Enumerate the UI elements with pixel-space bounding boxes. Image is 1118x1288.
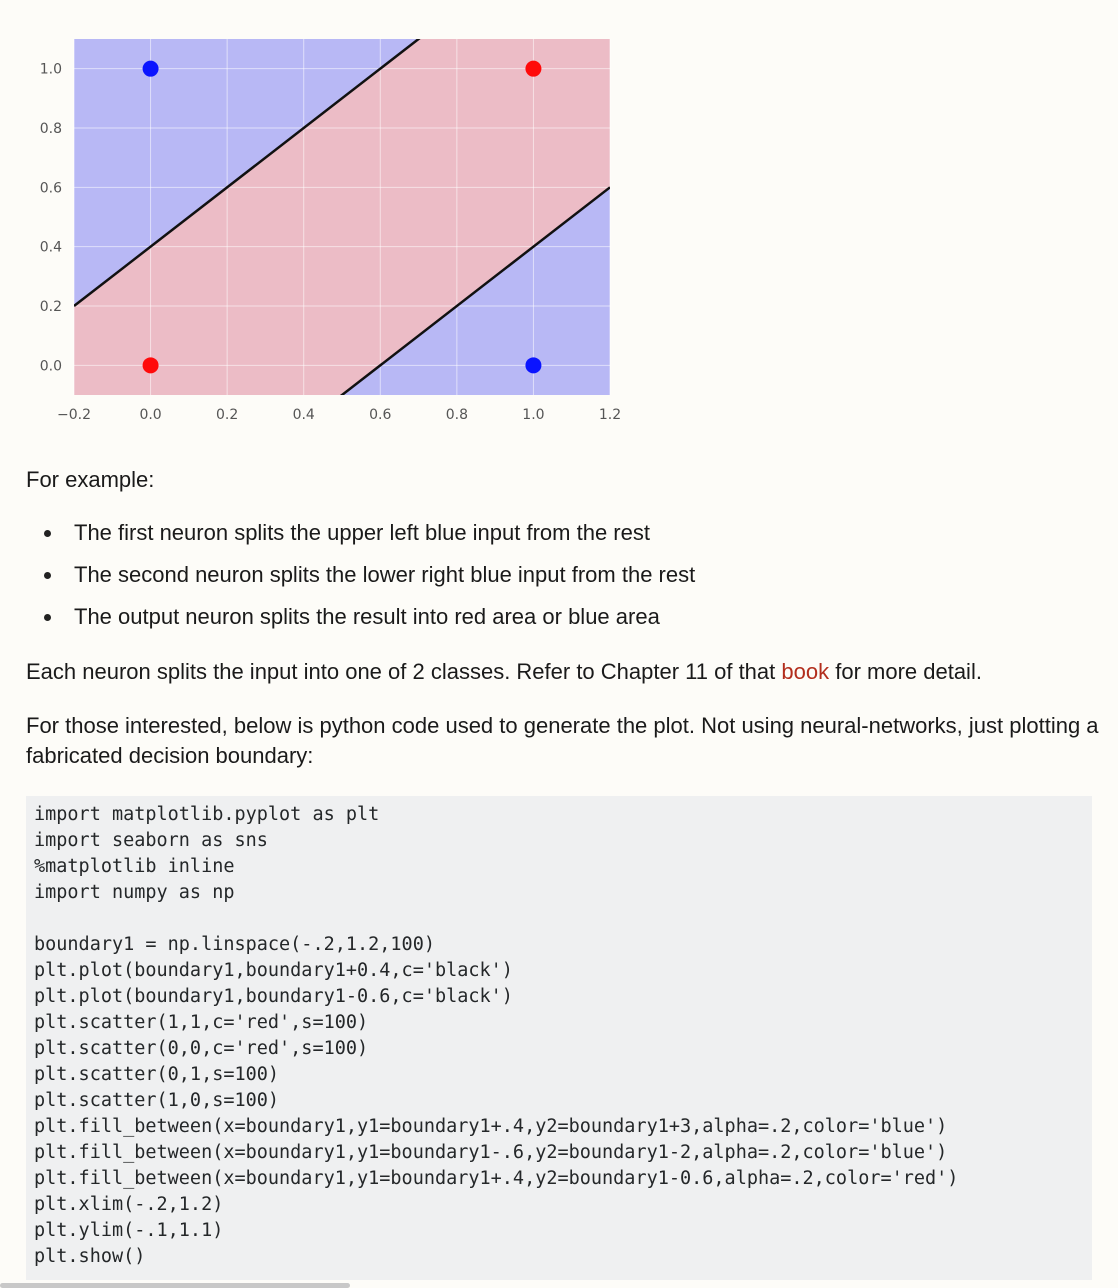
code-line bbox=[34, 906, 1084, 932]
x-tick-label: 1.0 bbox=[522, 407, 544, 423]
code-line: plt.ylim(-.1,1.1) bbox=[34, 1220, 224, 1241]
bullet-icon bbox=[44, 530, 51, 537]
decision-boundary-chart: −0.2 0.0 0.2 0.4 0.6 0.8 1.0 1.2 1.0 0.8 0.6 0.4 0.2… bbox=[0, 0, 660, 440]
horizontal-scrollbar[interactable] bbox=[0, 1283, 350, 1288]
y-tick-label: 0.4 bbox=[40, 240, 62, 256]
code-line: import numpy as np bbox=[34, 882, 235, 903]
code-line: plt.fill_between(x=boundary1,y1=boundary… bbox=[34, 1116, 948, 1137]
y-tick-label: 0.0 bbox=[40, 358, 62, 374]
x-tick-label: 1.2 bbox=[599, 407, 621, 423]
bullet-text: The second neuron splits the lower right… bbox=[74, 562, 696, 587]
data-point bbox=[525, 357, 542, 374]
list-item: The first neuron splits the upper left b… bbox=[26, 518, 695, 560]
paragraph-text: Each neuron splits the input into one of… bbox=[26, 659, 782, 684]
code-line: plt.scatter(0,0,c='red',s=100) bbox=[34, 1038, 369, 1059]
x-tick-label: 0.8 bbox=[446, 407, 468, 423]
x-tick-label: −0.2 bbox=[57, 407, 91, 423]
code-line: plt.fill_between(x=boundary1,y1=boundary… bbox=[34, 1168, 959, 1189]
y-tick-label: 0.8 bbox=[40, 121, 62, 137]
bullet-list: The first neuron splits the upper left b… bbox=[26, 518, 695, 644]
bullet-text: The first neuron splits the upper left b… bbox=[74, 520, 650, 545]
code-block: import matplotlib.pyplot as plt import se… bbox=[26, 796, 1092, 1280]
y-tick-label: 0.6 bbox=[40, 180, 62, 196]
data-point bbox=[142, 357, 159, 374]
code-line: plt.scatter(1,1,c='red',s=100) bbox=[34, 1012, 369, 1033]
x-tick-label: 0.0 bbox=[139, 407, 161, 423]
bullet-icon bbox=[44, 614, 51, 621]
for-example-text: For example: bbox=[26, 467, 155, 492]
y-tick-label: 0.2 bbox=[40, 299, 62, 315]
list-item: The second neuron splits the lower right… bbox=[26, 560, 695, 602]
book-link[interactable]: book bbox=[781, 659, 830, 684]
x-tick-label: 0.2 bbox=[216, 407, 238, 423]
chart-svg: −0.2 0.0 0.2 0.4 0.6 0.8 1.0 1.2 1.0 0.8 0.6 0.4 0.2… bbox=[40, 39, 621, 423]
data-point bbox=[525, 60, 542, 77]
decision-boundary-line bbox=[339, 186, 610, 395]
code-line: plt.xlim(-.2,1.2) bbox=[34, 1194, 224, 1215]
code-line: import matplotlib.pyplot as plt bbox=[34, 804, 380, 825]
data-point bbox=[142, 60, 159, 77]
code-line: boundary1 = np.linspace(-.2,1.2,100) bbox=[34, 934, 435, 955]
list-item: The output neuron splits the result into… bbox=[26, 602, 695, 644]
paragraph-each-neuron: Each neuron splits the input into one of… bbox=[26, 657, 982, 687]
decision-boundary-line bbox=[74, 39, 421, 307]
code-line: plt.plot(boundary1,boundary1-0.6,c='blac… bbox=[34, 986, 513, 1007]
bullet-text: The output neuron splits the result into… bbox=[74, 604, 660, 629]
bullet-icon bbox=[44, 572, 51, 579]
y-tick-label: 1.0 bbox=[40, 62, 62, 78]
code-line: plt.fill_between(x=boundary1,y1=boundary… bbox=[34, 1142, 948, 1163]
code-line: plt.scatter(0,1,s=100) bbox=[34, 1064, 280, 1085]
code-line: import seaborn as sns bbox=[34, 830, 268, 851]
code-line: plt.scatter(1,0,s=100) bbox=[34, 1090, 280, 1111]
code-line: plt.plot(boundary1,boundary1+0.4,c='blac… bbox=[34, 960, 513, 981]
x-tick-label: 0.6 bbox=[369, 407, 391, 423]
code-line: %matplotlib inline bbox=[34, 856, 235, 877]
code-line: plt.show() bbox=[34, 1246, 146, 1267]
paragraph-code-intro: For those interested, below is python co… bbox=[26, 713, 1099, 768]
x-tick-label: 0.4 bbox=[293, 407, 315, 423]
paragraph-text-end: for more detail. bbox=[829, 659, 982, 684]
